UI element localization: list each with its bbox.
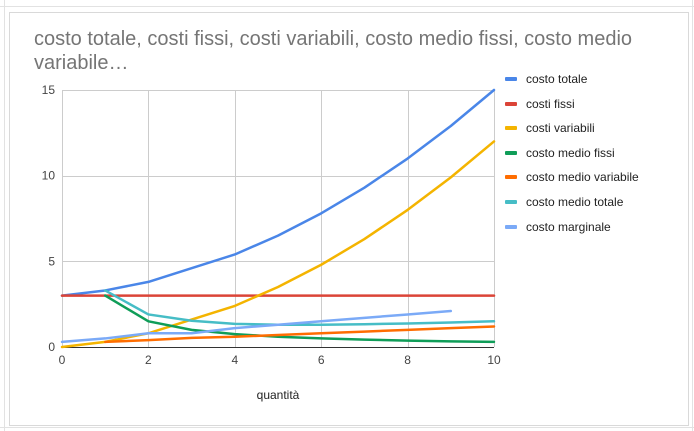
legend-label: costo medio fissi xyxy=(526,145,615,160)
gridlines xyxy=(62,90,495,347)
legend-label: costo totale xyxy=(526,72,588,86)
chart-title: costo totale, costi fissi, costi variabi… xyxy=(34,28,633,74)
legend-item[interactable]: costo medio variabile xyxy=(505,169,639,194)
chart-legend: costo totale costi fissi costi variabili co… xyxy=(505,71,639,243)
legend-label: costo marginale xyxy=(526,219,611,234)
legend-swatch xyxy=(505,224,517,229)
x-axis-title: quantità xyxy=(257,388,300,402)
x-tick-label: 2 xyxy=(145,353,152,367)
legend-item[interactable]: costo medio totale xyxy=(505,194,639,219)
legend-item[interactable]: costi fissi xyxy=(505,96,639,121)
tick-labels: 0 2 4 6 8 10 0 5 10 15 xyxy=(42,83,501,367)
legend-swatch xyxy=(505,126,517,131)
series-line-costo-marginale[interactable] xyxy=(60,309,453,344)
chart-card[interactable]: costo totale, costi fissi, costi variabi… xyxy=(9,12,689,426)
x-tick-label: 4 xyxy=(231,353,238,367)
y-tick-label: 15 xyxy=(42,83,56,97)
y-tick-label: 10 xyxy=(42,169,56,183)
legend-item[interactable]: costo marginale xyxy=(505,219,639,244)
series-line-costo-totale[interactable] xyxy=(60,88,496,297)
y-tick-label: 0 xyxy=(48,340,55,354)
y-tick-label: 5 xyxy=(48,254,55,268)
legend-label: costi fissi xyxy=(526,96,575,111)
x-tick-label: 0 xyxy=(59,353,66,367)
legend-swatch xyxy=(505,101,517,106)
series-line-costo-medio-totale[interactable] xyxy=(103,289,496,326)
legend-swatch xyxy=(505,77,517,81)
legend-item[interactable]: costo totale xyxy=(505,71,639,96)
x-tick-label: 8 xyxy=(404,353,411,367)
series-line-costo-medio-variabile[interactable] xyxy=(103,325,496,344)
legend-swatch xyxy=(505,150,517,155)
legend-label: costo medio totale xyxy=(526,194,624,209)
legend-swatch xyxy=(505,175,517,180)
series-line-costo-medio-fissi[interactable] xyxy=(103,294,496,344)
legend-item[interactable]: costi variabili xyxy=(505,120,639,145)
legend-item[interactable]: costo medio fissi xyxy=(505,145,639,170)
legend-label: costo medio variabile xyxy=(526,170,639,185)
x-tick-label: 6 xyxy=(318,353,325,367)
legend-swatch xyxy=(505,199,517,204)
x-tick-label: 10 xyxy=(487,353,501,367)
series-lines xyxy=(60,88,496,349)
series-line-costi-variabili[interactable] xyxy=(60,140,496,349)
legend-label: costi variabili xyxy=(526,121,595,136)
